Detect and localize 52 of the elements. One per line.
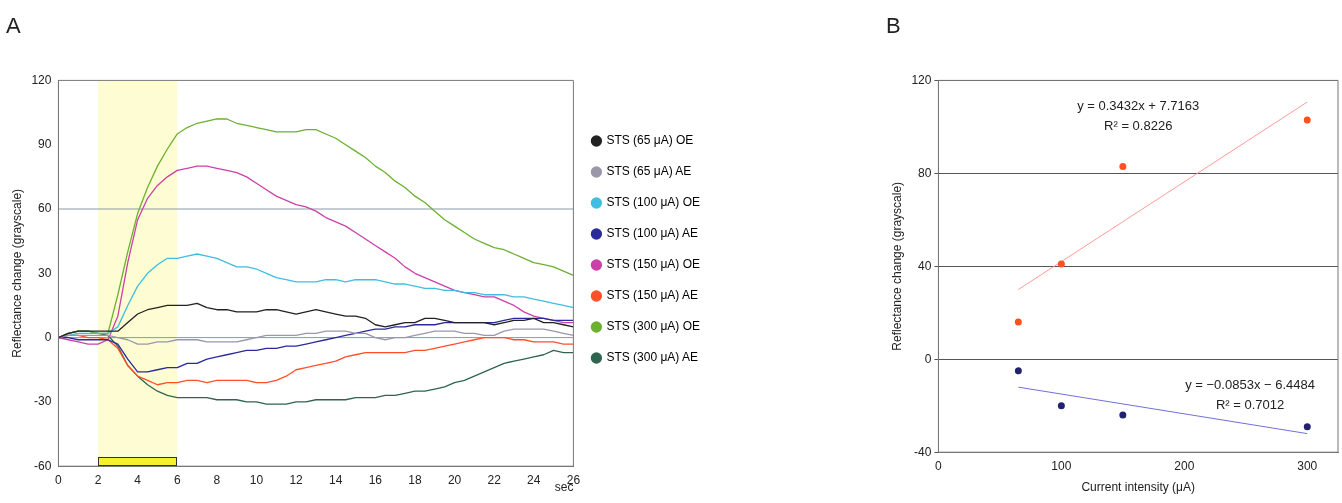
- annotation: y = 0.3432x + 7.7163 R² = 0.8226: [1077, 98, 1200, 134]
- legend-label: STS (65 μA) AE: [606, 164, 692, 179]
- y-tick-label: -40: [914, 444, 932, 459]
- x-tick-label: 12: [289, 472, 304, 487]
- chart-title: A: [6, 13, 21, 39]
- x-tick-label: 8: [213, 472, 221, 487]
- x-tick-label: 10: [249, 472, 264, 487]
- point: [1303, 423, 1311, 431]
- y-tick-label: 60: [38, 201, 52, 216]
- point: [1057, 402, 1065, 410]
- point: [1014, 367, 1022, 375]
- point: [1119, 411, 1127, 419]
- legend-label: STS (65 μA) OE: [606, 133, 694, 148]
- x-tick-label: 16: [368, 472, 383, 487]
- y-tick-label: 90: [38, 137, 52, 152]
- y-tick-label: 0: [44, 329, 52, 344]
- y-tick-label: 80: [918, 165, 932, 180]
- legend-label: STS (150 μA) AE: [606, 288, 699, 303]
- point: [1057, 260, 1065, 268]
- x-axis-title: Current intensity (μA): [1081, 480, 1196, 495]
- x-tick-label: 300: [1297, 458, 1318, 473]
- legend-label: STS (100 μA) OE: [606, 195, 700, 210]
- point: [1014, 318, 1022, 326]
- x-tick-label: 24: [527, 472, 541, 487]
- x-tick-label: 22: [487, 472, 502, 487]
- x-tick-label: 6: [173, 472, 181, 487]
- annotation: y = −0.0853x − 6.4484 R² = 0.7012: [1185, 376, 1315, 412]
- legend-label: STS (300 μA) OE: [606, 319, 700, 334]
- y-tick-label: 0: [924, 351, 932, 366]
- y-tick-label: 40: [918, 258, 932, 273]
- y-tick-label: 30: [38, 265, 52, 280]
- y-tick-label: 120: [911, 72, 932, 87]
- y-axis-title: Reflectance change (grayscale): [9, 188, 24, 358]
- x-tick-label: 200: [1174, 458, 1195, 473]
- chart-title: B: [886, 13, 901, 39]
- x-tick-label: 4: [134, 472, 142, 487]
- y-axis-title: Reflectance change (grayscale): [889, 181, 904, 351]
- x-tick-label: 100: [1051, 458, 1072, 473]
- point: [1303, 116, 1311, 124]
- y-tick-label: -30: [34, 394, 52, 409]
- x-tick-label: 2: [94, 472, 102, 487]
- legend-label: STS (100 μA) AE: [606, 226, 699, 241]
- x-tick-label: 20: [447, 472, 462, 487]
- y-tick-label: 120: [31, 72, 52, 87]
- y-tick-label: -60: [34, 458, 52, 473]
- x-tick-label: 0: [935, 458, 943, 473]
- x-tick-label: 14: [329, 472, 343, 487]
- legend-label: STS (150 μA) OE: [606, 257, 700, 272]
- x-tick-label: 0: [55, 472, 63, 487]
- legend-label: STS (300 μA) AE: [606, 350, 699, 365]
- point: [1119, 162, 1127, 170]
- x-tick-label: 18: [408, 472, 422, 487]
